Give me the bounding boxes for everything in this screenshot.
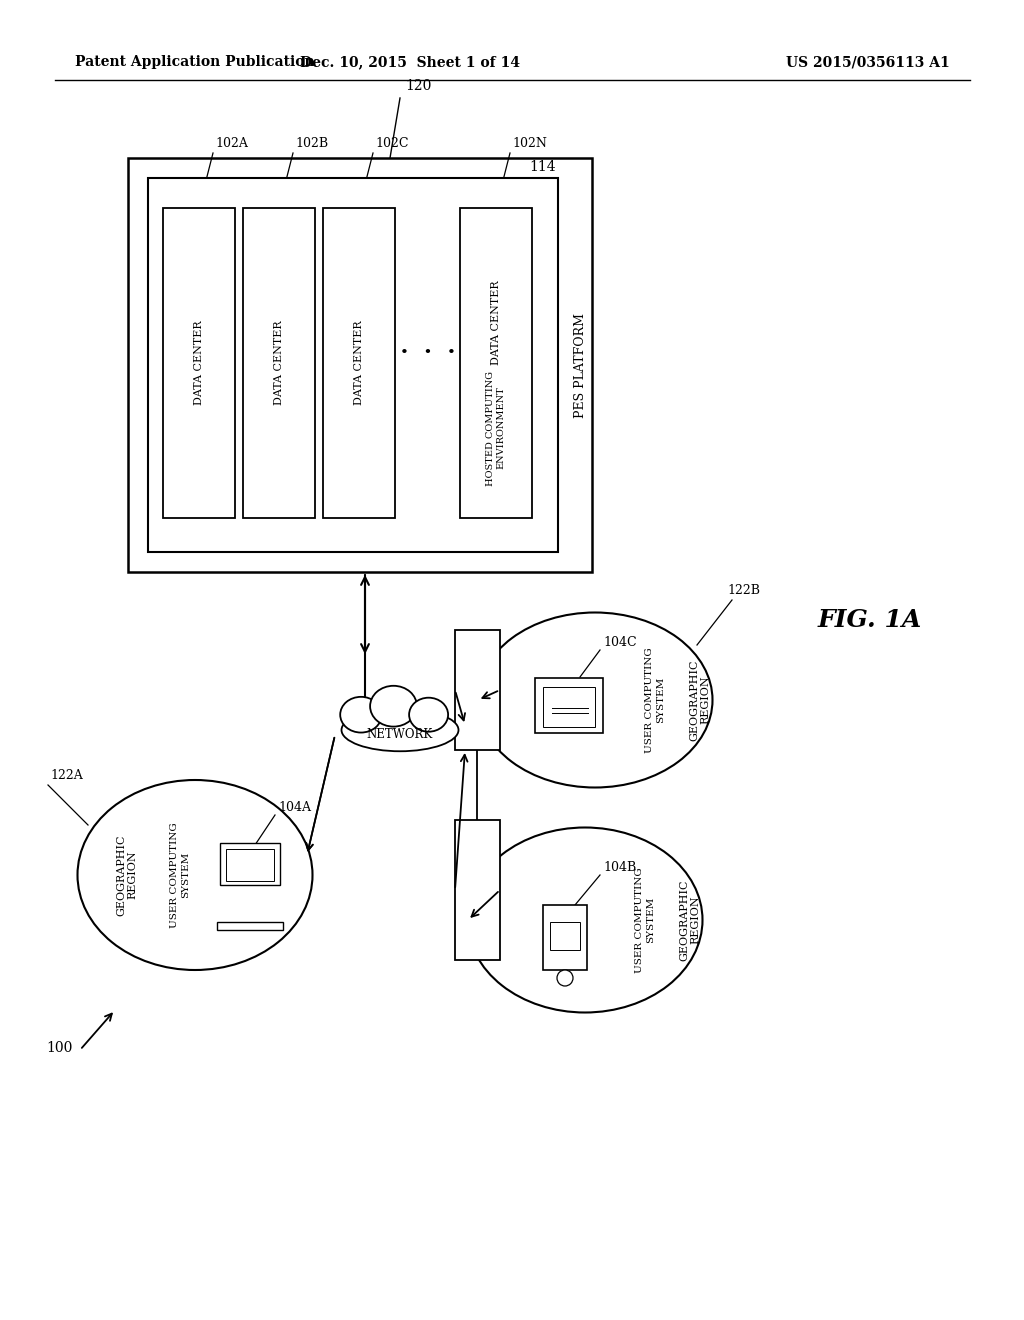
Bar	[455, 820, 500, 960]
Bar	[323, 209, 395, 517]
Text: HOSTED COMPUTING
ENVIRONMENT: HOSTED COMPUTING ENVIRONMENT	[486, 371, 506, 486]
Ellipse shape	[410, 698, 449, 731]
Circle shape	[557, 970, 573, 986]
Bar	[163, 209, 234, 517]
Text: 100: 100	[47, 1041, 73, 1055]
Text: 102N: 102N	[512, 137, 547, 150]
Text: Patent Application Publication: Patent Application Publication	[75, 55, 314, 69]
Ellipse shape	[340, 697, 382, 733]
Text: 122A: 122A	[50, 770, 83, 781]
Text: US 2015/0356113 A1: US 2015/0356113 A1	[786, 55, 950, 69]
Bar	[220, 843, 280, 884]
Text: GEOGRAPHIC
REGION: GEOGRAPHIC REGION	[679, 879, 700, 961]
Text: PES PLATFORM: PES PLATFORM	[573, 313, 587, 417]
Bar	[550, 921, 580, 950]
Text: 104C: 104C	[603, 636, 637, 649]
Bar	[543, 686, 595, 727]
Text: GEOGRAPHIC
REGION: GEOGRAPHIC REGION	[689, 659, 711, 741]
Text: DATA CENTER: DATA CENTER	[490, 281, 501, 366]
Ellipse shape	[477, 612, 713, 788]
Text: 104B: 104B	[603, 861, 636, 874]
Text: USER COMPUTING
SYSTEM: USER COMPUTING SYSTEM	[645, 647, 665, 752]
Text: GEOGRAPHIC
REGION: GEOGRAPHIC REGION	[116, 834, 138, 916]
Text: USER COMPUTING
SYSTEM: USER COMPUTING SYSTEM	[635, 867, 654, 973]
Text: 114: 114	[529, 160, 556, 174]
Ellipse shape	[468, 828, 702, 1012]
Bar	[226, 849, 274, 880]
Bar	[455, 630, 500, 750]
Text: USER COMPUTING
SYSTEM: USER COMPUTING SYSTEM	[170, 822, 189, 928]
Text: 120: 120	[406, 79, 431, 92]
Bar	[543, 906, 587, 970]
Text: Dec. 10, 2015  Sheet 1 of 14: Dec. 10, 2015 Sheet 1 of 14	[300, 55, 520, 69]
Text: •   •   •: • • •	[399, 346, 456, 360]
Bar	[535, 678, 603, 733]
Text: DATA CENTER: DATA CENTER	[194, 321, 204, 405]
Bar	[148, 178, 558, 552]
Text: 102A: 102A	[215, 137, 248, 150]
Bar	[128, 158, 592, 572]
Text: 122B: 122B	[727, 583, 760, 597]
Ellipse shape	[78, 780, 312, 970]
Text: FIG. 1A: FIG. 1A	[818, 609, 923, 632]
Text: 102B: 102B	[295, 137, 328, 150]
Ellipse shape	[341, 709, 459, 751]
Text: NETWORK: NETWORK	[367, 729, 433, 742]
Text: 104A: 104A	[278, 801, 311, 814]
Bar	[243, 209, 315, 517]
Text: 106: 106	[475, 714, 499, 726]
Text: DATA CENTER: DATA CENTER	[354, 321, 364, 405]
Ellipse shape	[370, 686, 417, 726]
Text: DATA CENTER: DATA CENTER	[274, 321, 284, 405]
Bar	[217, 921, 283, 931]
Text: 102C: 102C	[375, 137, 409, 150]
Bar	[460, 209, 532, 517]
